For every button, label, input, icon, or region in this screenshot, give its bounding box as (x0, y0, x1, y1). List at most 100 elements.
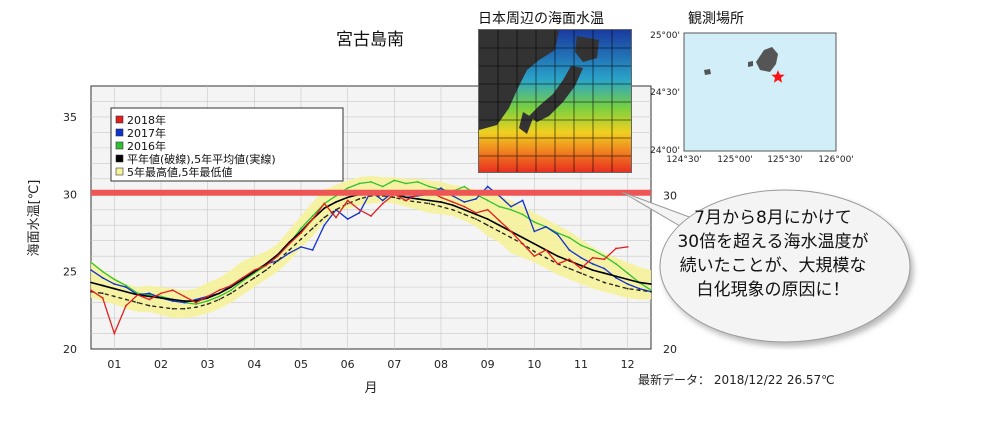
legend-item: 平年値(破線),5年平均値(実線) (127, 152, 276, 166)
series-point (288, 252, 291, 254)
series-point (638, 287, 641, 290)
lon-label-126-00: 126°00' (818, 155, 854, 165)
x-tick-label: 11 (574, 358, 588, 371)
callout-line: 7月から8月にかけて (694, 208, 852, 228)
series-point (381, 199, 384, 202)
series-point (300, 245, 302, 248)
series-point (568, 267, 571, 270)
series-point (101, 292, 104, 295)
series-point (510, 208, 512, 211)
series-point (183, 300, 186, 302)
series-point (148, 304, 151, 307)
series-point (626, 245, 629, 248)
series-point (533, 242, 536, 245)
chart-title: 宮古島南 (336, 30, 404, 50)
series-point (101, 276, 104, 279)
legend-item: 2016年 (127, 139, 166, 153)
series-point (370, 181, 372, 183)
series-point (533, 230, 536, 233)
series-point (253, 276, 256, 279)
series-point (451, 208, 454, 211)
series-point (603, 267, 606, 270)
series-point (393, 196, 396, 199)
series-point (440, 205, 442, 208)
series-point (101, 270, 104, 273)
lat-label-24-00: 24°00' (650, 146, 680, 156)
series-point (650, 283, 652, 285)
callout-bubble (621, 189, 911, 343)
callout-line: 30倍を超える海水温度が (677, 232, 869, 252)
y-tick-label: 20 (63, 343, 77, 356)
x-tick-label: 10 (527, 358, 541, 371)
series-point (638, 281, 641, 284)
series-point (125, 290, 127, 293)
series-point (486, 218, 489, 220)
lon-label-125-00: 125°00' (717, 155, 753, 165)
series-point (125, 298, 127, 301)
series-point (603, 281, 606, 284)
series-point (591, 249, 594, 251)
minmax-band (91, 175, 651, 319)
series-point (393, 179, 396, 182)
series-point (440, 187, 442, 190)
legend-item: 2018年 (127, 113, 166, 127)
location-map-island-miyako (756, 47, 778, 72)
series-point (486, 199, 489, 202)
series-point (136, 292, 139, 295)
y-tick-label-right: 20 (663, 343, 677, 356)
series-point (300, 232, 302, 234)
series-point (288, 242, 291, 245)
series-point (556, 232, 559, 234)
series-point (475, 211, 477, 214)
series-point (346, 196, 349, 199)
series-point (206, 300, 209, 302)
series-point (510, 205, 512, 208)
series-point (545, 225, 547, 228)
series-point (498, 205, 501, 208)
callout-line: 白化現象の原因に！ (696, 280, 850, 300)
series-point (521, 242, 524, 245)
series-point (428, 199, 431, 202)
series-point (615, 263, 617, 265)
series-point (276, 255, 279, 258)
series-point (615, 284, 617, 287)
series-point (486, 185, 489, 188)
series-point (346, 202, 349, 205)
x-tick-label: 05 (294, 358, 308, 371)
legend-swatch (115, 167, 124, 176)
series-point (428, 185, 431, 188)
series-point (521, 236, 524, 239)
series-point (241, 276, 244, 279)
legend-item: 2017年 (127, 126, 166, 140)
series-point (615, 276, 617, 279)
series-point (113, 287, 116, 290)
series-point (288, 249, 291, 251)
series-point (486, 208, 489, 211)
series-point (113, 278, 116, 281)
series-point (206, 295, 209, 298)
series-point (603, 258, 606, 261)
legend-item: 5年最高値,5年最低値 (127, 165, 233, 179)
series-point (521, 199, 524, 202)
x-tick-label: 08 (434, 358, 448, 371)
latest-data-label: 最新データ： (638, 373, 711, 387)
legend-box (110, 107, 344, 182)
series-point (650, 289, 652, 292)
series-point (498, 224, 501, 227)
series-point (323, 224, 326, 227)
series-point (148, 295, 151, 298)
series-point (626, 287, 629, 290)
series-point (160, 297, 162, 299)
series-point (265, 269, 267, 271)
series-point (556, 233, 559, 236)
series-point (90, 261, 92, 264)
series-point (218, 292, 221, 295)
series-point (556, 255, 559, 258)
series-point (300, 227, 302, 230)
series-point (253, 270, 256, 273)
series-point (440, 201, 442, 203)
series-point (113, 332, 116, 335)
series-point (206, 303, 209, 306)
series-point (101, 297, 104, 299)
